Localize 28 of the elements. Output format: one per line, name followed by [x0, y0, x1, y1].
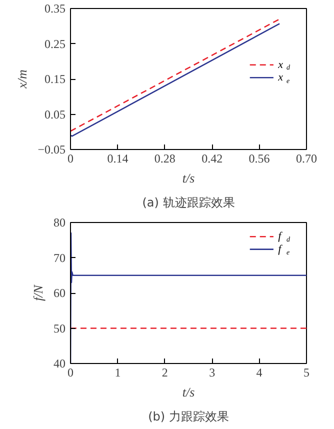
x-tick-label: 1	[114, 366, 121, 380]
x-tick-label: 0.42	[202, 152, 223, 166]
y-axis-title: f/N	[30, 284, 46, 301]
y-tick-label: 60	[54, 286, 66, 300]
y-tick-label: 50	[54, 321, 66, 336]
x-tick-label: 3	[209, 366, 216, 380]
x-tick-label: 0	[68, 366, 74, 380]
x-tick-label: 0.28	[154, 152, 176, 166]
y-tick-label: 0.25	[44, 36, 66, 51]
y-tick-label: 70	[54, 250, 66, 265]
x-tick-label: 0.70	[296, 152, 317, 166]
y-tick-label: 0.15	[44, 72, 66, 86]
y-tick-label: 0.35	[44, 2, 66, 16]
x-tick-label: 0	[68, 152, 74, 166]
x-tick-label: 0.14	[107, 152, 128, 166]
text: (b) 力跟踪效果	[148, 410, 229, 424]
y-tick-label: 0.05	[44, 107, 66, 122]
y-tick-label: 40	[54, 356, 66, 370]
y-tick-label: −0.05	[38, 142, 66, 156]
x-tick-label: 2	[162, 366, 168, 380]
text: (a) 轨迹跟踪效果	[142, 196, 235, 210]
x-axis-title: t/s	[182, 170, 195, 186]
x-tick-label: 5	[304, 366, 310, 380]
x-tick-label: 0.56	[248, 152, 270, 166]
y-tick-label: 80	[54, 216, 66, 230]
x-axis-title: t/s	[182, 384, 195, 400]
y-axis-title: x/m	[14, 70, 30, 90]
x-tick-label: 4	[256, 366, 262, 380]
